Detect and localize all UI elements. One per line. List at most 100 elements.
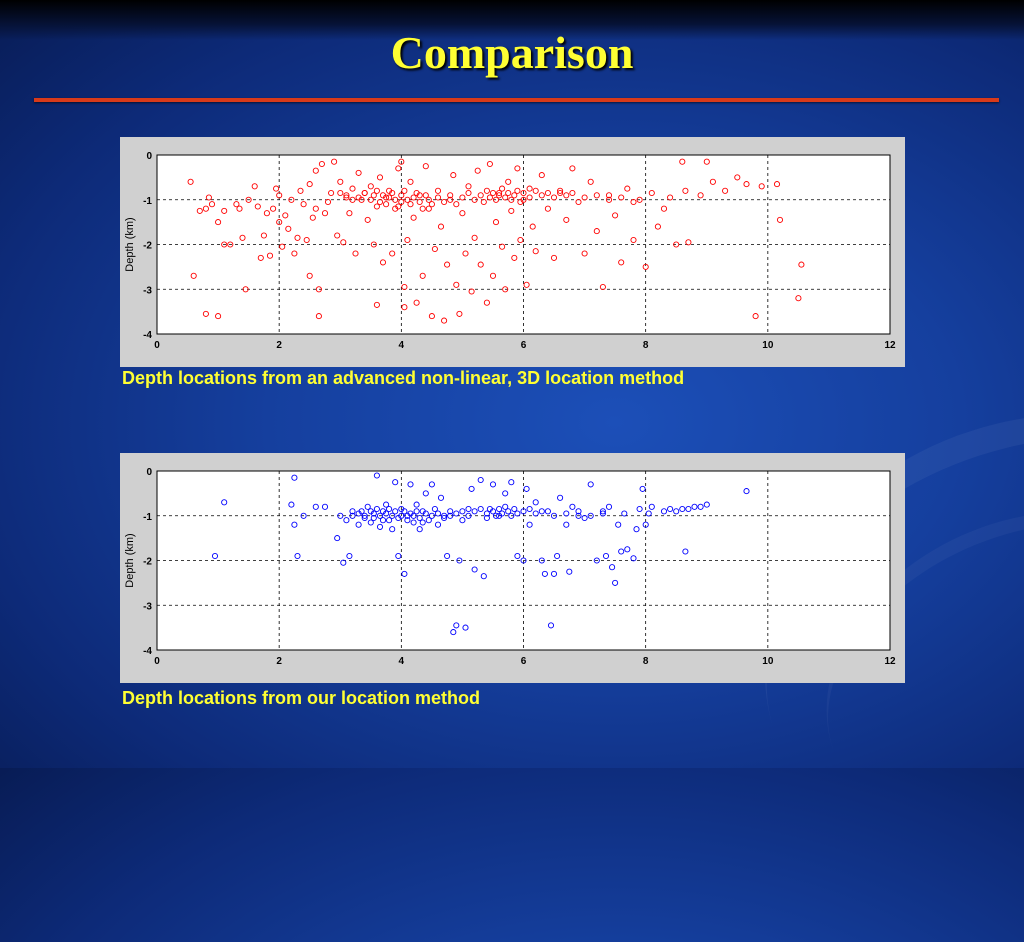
- top-chart-data-point: [550, 254, 558, 261]
- top-chart-data-point: [379, 192, 387, 199]
- top-chart-data-point: [450, 172, 457, 179]
- top-chart-data-point: [376, 174, 384, 181]
- bottom-chart-data-point: [383, 510, 390, 517]
- top-chart-data-point: [263, 210, 270, 217]
- bottom-chart-data-point: [386, 505, 393, 513]
- bottom-chart-data-point: [321, 503, 329, 510]
- scatter-chart-top: 0 2 4 6 8 10 12 0 -1 -2 -3 -4 Depth (km): [124, 151, 896, 351]
- bottom-chart-data-point: [502, 490, 509, 497]
- bottom-chart-data-point: [450, 629, 457, 636]
- top-chart-data-point: [306, 272, 313, 279]
- bottom-chart-data-point: [434, 510, 442, 517]
- top-chart-data-point: [291, 250, 298, 257]
- top-chart-data-point: [581, 250, 588, 257]
- bottom-chart-data-point: [312, 503, 319, 510]
- top-chart-data-point: [300, 201, 307, 208]
- top-chart-data-point: [312, 167, 319, 174]
- top-chart-data-point: [682, 187, 689, 194]
- bottom-chart-data-point: [349, 512, 356, 519]
- top-chart-data-point: [364, 216, 371, 223]
- top-chart-data-point: [337, 189, 344, 197]
- top-chart-data-point: [294, 234, 301, 241]
- top-chart-y-tick-label: 0: [146, 151, 152, 162]
- top-chart-data-point: [236, 205, 243, 212]
- top-chart-data-point: [260, 232, 267, 239]
- top-chart-data-point: [660, 205, 668, 212]
- top-chart-data-point: [563, 192, 570, 199]
- top-chart-data-point: [379, 259, 387, 266]
- top-chart-data-point: [447, 192, 454, 199]
- bottom-chart-data-point: [483, 514, 490, 522]
- top-chart-data-point: [270, 205, 277, 212]
- top-chart-data-point: [410, 214, 417, 221]
- top-chart-data-point: [401, 283, 408, 291]
- top-chart-data-point: [511, 192, 518, 199]
- top-chart-data-point: [502, 286, 509, 293]
- top-chart-data-point: [242, 286, 249, 293]
- top-chart-data-point: [599, 283, 606, 291]
- top-chart-data-point: [398, 198, 405, 206]
- top-chart-data-point: [441, 317, 448, 324]
- bottom-chart-data-point: [477, 505, 484, 513]
- bottom-chart-data-point: [541, 570, 548, 577]
- bottom-chart-data-point: [633, 526, 640, 533]
- top-chart-data-point: [480, 198, 487, 206]
- top-chart-data-point: [422, 192, 429, 199]
- top-chart-data-point: [605, 192, 613, 199]
- top-chart-data-point: [624, 185, 631, 192]
- bottom-chart-data-point: [422, 490, 429, 497]
- top-chart-data-point: [389, 189, 396, 197]
- top-chart-data-point: [343, 192, 350, 199]
- bottom-chart-x-tick-label: 8: [643, 656, 649, 667]
- bottom-chart-y-axis-label: Depth (km): [124, 533, 136, 587]
- bottom-chart-data-point: [401, 508, 408, 515]
- top-chart-data-point: [315, 286, 322, 293]
- bottom-chart-y-tick-label: -1: [143, 512, 152, 523]
- top-chart-data-point: [373, 187, 380, 194]
- bottom-chart-data-point: [547, 622, 555, 629]
- top-chart-data-point: [752, 313, 759, 320]
- bottom-chart-data-point: [407, 481, 414, 488]
- top-chart-data-point: [410, 194, 417, 201]
- bottom-chart-data-point: [288, 501, 295, 508]
- bottom-chart-data-point: [703, 501, 710, 508]
- top-chart-data-point: [483, 299, 490, 306]
- caption-bottom: Depth locations from our location method: [122, 688, 481, 708]
- bottom-chart-data-point: [379, 517, 387, 524]
- top-chart-data-point: [593, 192, 600, 199]
- bottom-chart-data-point: [480, 573, 487, 580]
- bottom-chart-data-point: [355, 510, 362, 517]
- top-chart-data-point: [245, 196, 252, 203]
- bottom-chart-data-point: [645, 510, 652, 517]
- top-chart-data-point: [505, 178, 512, 185]
- top-chart-data-point: [340, 239, 347, 246]
- top-chart-data-point: [312, 205, 319, 212]
- bottom-chart-data-point: [648, 503, 655, 510]
- top-chart-data-point: [474, 167, 481, 174]
- top-chart-data-point: [508, 196, 515, 203]
- bottom-chart-data-point: [392, 508, 399, 515]
- bottom-chart-data-point: [502, 503, 509, 510]
- top-chart-data-point: [496, 189, 503, 197]
- bottom-chart-data-point: [743, 488, 750, 495]
- bottom-chart-data-point: [621, 510, 628, 517]
- bottom-chart-data-point: [569, 503, 576, 510]
- bottom-chart-data-point: [526, 505, 533, 513]
- bottom-chart-data-point: [444, 552, 451, 560]
- bottom-chart-data-point: [355, 521, 362, 528]
- bottom-chart-data-point: [459, 508, 466, 515]
- bottom-chart-x-tick-label: 10: [762, 656, 774, 667]
- bottom-chart-data-point: [642, 521, 649, 528]
- bottom-chart-data-point: [508, 512, 515, 519]
- top-chart-data-point: [373, 203, 380, 210]
- top-chart-data-point: [337, 178, 344, 185]
- top-chart-data-point: [505, 189, 512, 197]
- top-chart-y-tick-label: -3: [143, 285, 152, 296]
- bottom-chart-data-point: [383, 501, 390, 508]
- bottom-chart-data-point: [465, 512, 472, 519]
- bottom-chart-data-point: [373, 472, 380, 479]
- bottom-chart-data-point: [447, 508, 454, 515]
- bottom-chart-data-point: [532, 510, 539, 517]
- bottom-chart-data-point: [554, 552, 561, 560]
- bottom-chart-data-point: [499, 510, 506, 517]
